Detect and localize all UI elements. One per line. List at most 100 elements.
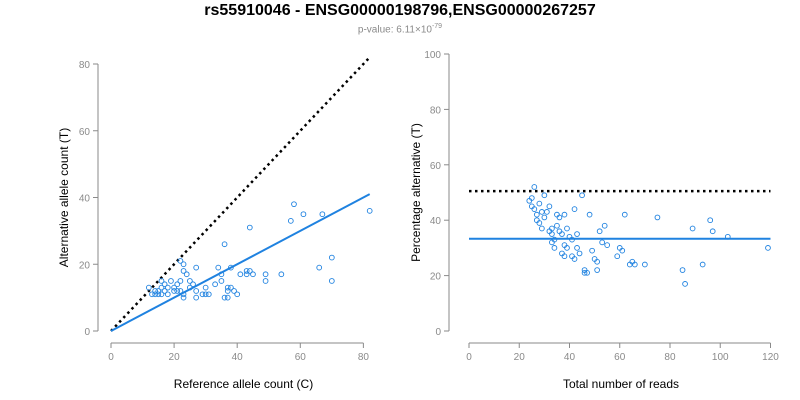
data-point bbox=[561, 253, 568, 260]
data-point bbox=[224, 284, 231, 291]
data-point bbox=[571, 256, 578, 262]
data-point bbox=[246, 224, 253, 231]
x-tick-label: 40 bbox=[232, 352, 244, 363]
data-point bbox=[642, 261, 648, 268]
data-point bbox=[234, 291, 241, 298]
data-point bbox=[177, 288, 184, 294]
data-point bbox=[539, 209, 545, 215]
data-point bbox=[619, 247, 626, 254]
y-tick-label: 0 bbox=[435, 327, 441, 338]
data-point bbox=[262, 278, 269, 284]
data-point bbox=[586, 211, 593, 218]
x-tick-label: 20 bbox=[169, 352, 181, 363]
data-point bbox=[243, 268, 250, 274]
data-point bbox=[246, 268, 253, 274]
data-point bbox=[221, 294, 228, 301]
data-point bbox=[221, 241, 228, 248]
data-point bbox=[155, 288, 162, 294]
data-point bbox=[549, 225, 555, 232]
data-point bbox=[180, 291, 187, 298]
data-point bbox=[531, 184, 538, 190]
x-tick-label: 40 bbox=[564, 352, 576, 363]
regression-fit-line bbox=[110, 193, 371, 332]
data-point bbox=[164, 291, 171, 298]
y-axis-label: Alternative allele count (T) bbox=[57, 128, 71, 267]
data-point bbox=[215, 264, 222, 271]
x-tick-label: 60 bbox=[614, 352, 626, 363]
data-point bbox=[546, 203, 553, 210]
data-point bbox=[561, 211, 568, 218]
data-point bbox=[171, 284, 177, 291]
chart-title: rs55910046 - ENSG00000198796,ENSG0000026… bbox=[204, 2, 596, 19]
data-point bbox=[599, 239, 606, 246]
data-point bbox=[539, 225, 545, 232]
data-point bbox=[174, 288, 181, 294]
data-point bbox=[724, 233, 731, 240]
data-point bbox=[158, 284, 165, 291]
x-tick-label: 80 bbox=[358, 352, 370, 363]
pvalue-text: p-value: 6.11×10 bbox=[357, 24, 432, 36]
data-point bbox=[559, 231, 565, 237]
data-point bbox=[212, 281, 218, 288]
data-point bbox=[569, 236, 575, 243]
data-point bbox=[366, 208, 373, 214]
data-point bbox=[155, 291, 162, 298]
data-point bbox=[190, 281, 196, 288]
data-point bbox=[287, 218, 294, 224]
x-tick-label: 20 bbox=[514, 352, 526, 363]
data-point bbox=[549, 231, 555, 237]
data-point bbox=[536, 220, 543, 226]
data-point bbox=[183, 271, 190, 278]
data-point bbox=[533, 211, 540, 218]
data-point bbox=[174, 281, 181, 288]
y-tick-label: 0 bbox=[84, 327, 90, 338]
data-point bbox=[193, 264, 200, 271]
data-point bbox=[699, 261, 706, 268]
data-point bbox=[300, 211, 307, 218]
y-axis-label: Percentage alternative (T) bbox=[409, 123, 423, 262]
data-point bbox=[177, 258, 184, 264]
data-point bbox=[218, 278, 225, 284]
data-point bbox=[180, 261, 187, 268]
data-point bbox=[218, 271, 225, 278]
data-point bbox=[171, 288, 177, 294]
data-point bbox=[689, 225, 696, 232]
data-point bbox=[164, 284, 171, 291]
data-point bbox=[581, 269, 588, 276]
data-point bbox=[250, 271, 256, 278]
x-tick-label: 60 bbox=[295, 352, 307, 363]
data-point bbox=[594, 267, 600, 273]
data-point bbox=[594, 258, 600, 265]
y-tick-label: 40 bbox=[430, 216, 442, 227]
data-point bbox=[202, 291, 209, 298]
data-point bbox=[152, 291, 159, 298]
data-point bbox=[579, 192, 585, 199]
y-tick-label: 60 bbox=[79, 127, 91, 138]
data-point bbox=[544, 209, 550, 215]
x-axis-label: Total number of reads bbox=[563, 377, 679, 391]
y-tick-label: 40 bbox=[79, 194, 91, 205]
data-point bbox=[631, 261, 638, 268]
data-point bbox=[328, 254, 335, 261]
data-point bbox=[193, 288, 200, 294]
data-point bbox=[231, 288, 237, 294]
y-tick-label: 20 bbox=[79, 260, 91, 271]
data-point bbox=[180, 294, 187, 301]
right-scatter-plot: 0 20 40 60 80 100 120 0 20 40 60 80 100 Total number … bbox=[409, 50, 779, 391]
data-point bbox=[589, 247, 595, 254]
data-point bbox=[158, 278, 165, 284]
data-point bbox=[177, 278, 184, 284]
data-point bbox=[654, 214, 661, 221]
x-axis-label: Reference allele count (C) bbox=[174, 377, 313, 391]
data-point bbox=[584, 269, 590, 276]
data-point bbox=[604, 242, 611, 248]
data-point bbox=[564, 245, 570, 251]
x-tick-label: 0 bbox=[466, 352, 472, 363]
reference-dotted-line bbox=[110, 56, 371, 332]
y-tick-label: 100 bbox=[424, 50, 441, 61]
data-point bbox=[224, 294, 231, 301]
pvalue-exponent: -79 bbox=[431, 23, 443, 30]
data-point bbox=[187, 284, 193, 291]
data-point bbox=[571, 206, 578, 212]
